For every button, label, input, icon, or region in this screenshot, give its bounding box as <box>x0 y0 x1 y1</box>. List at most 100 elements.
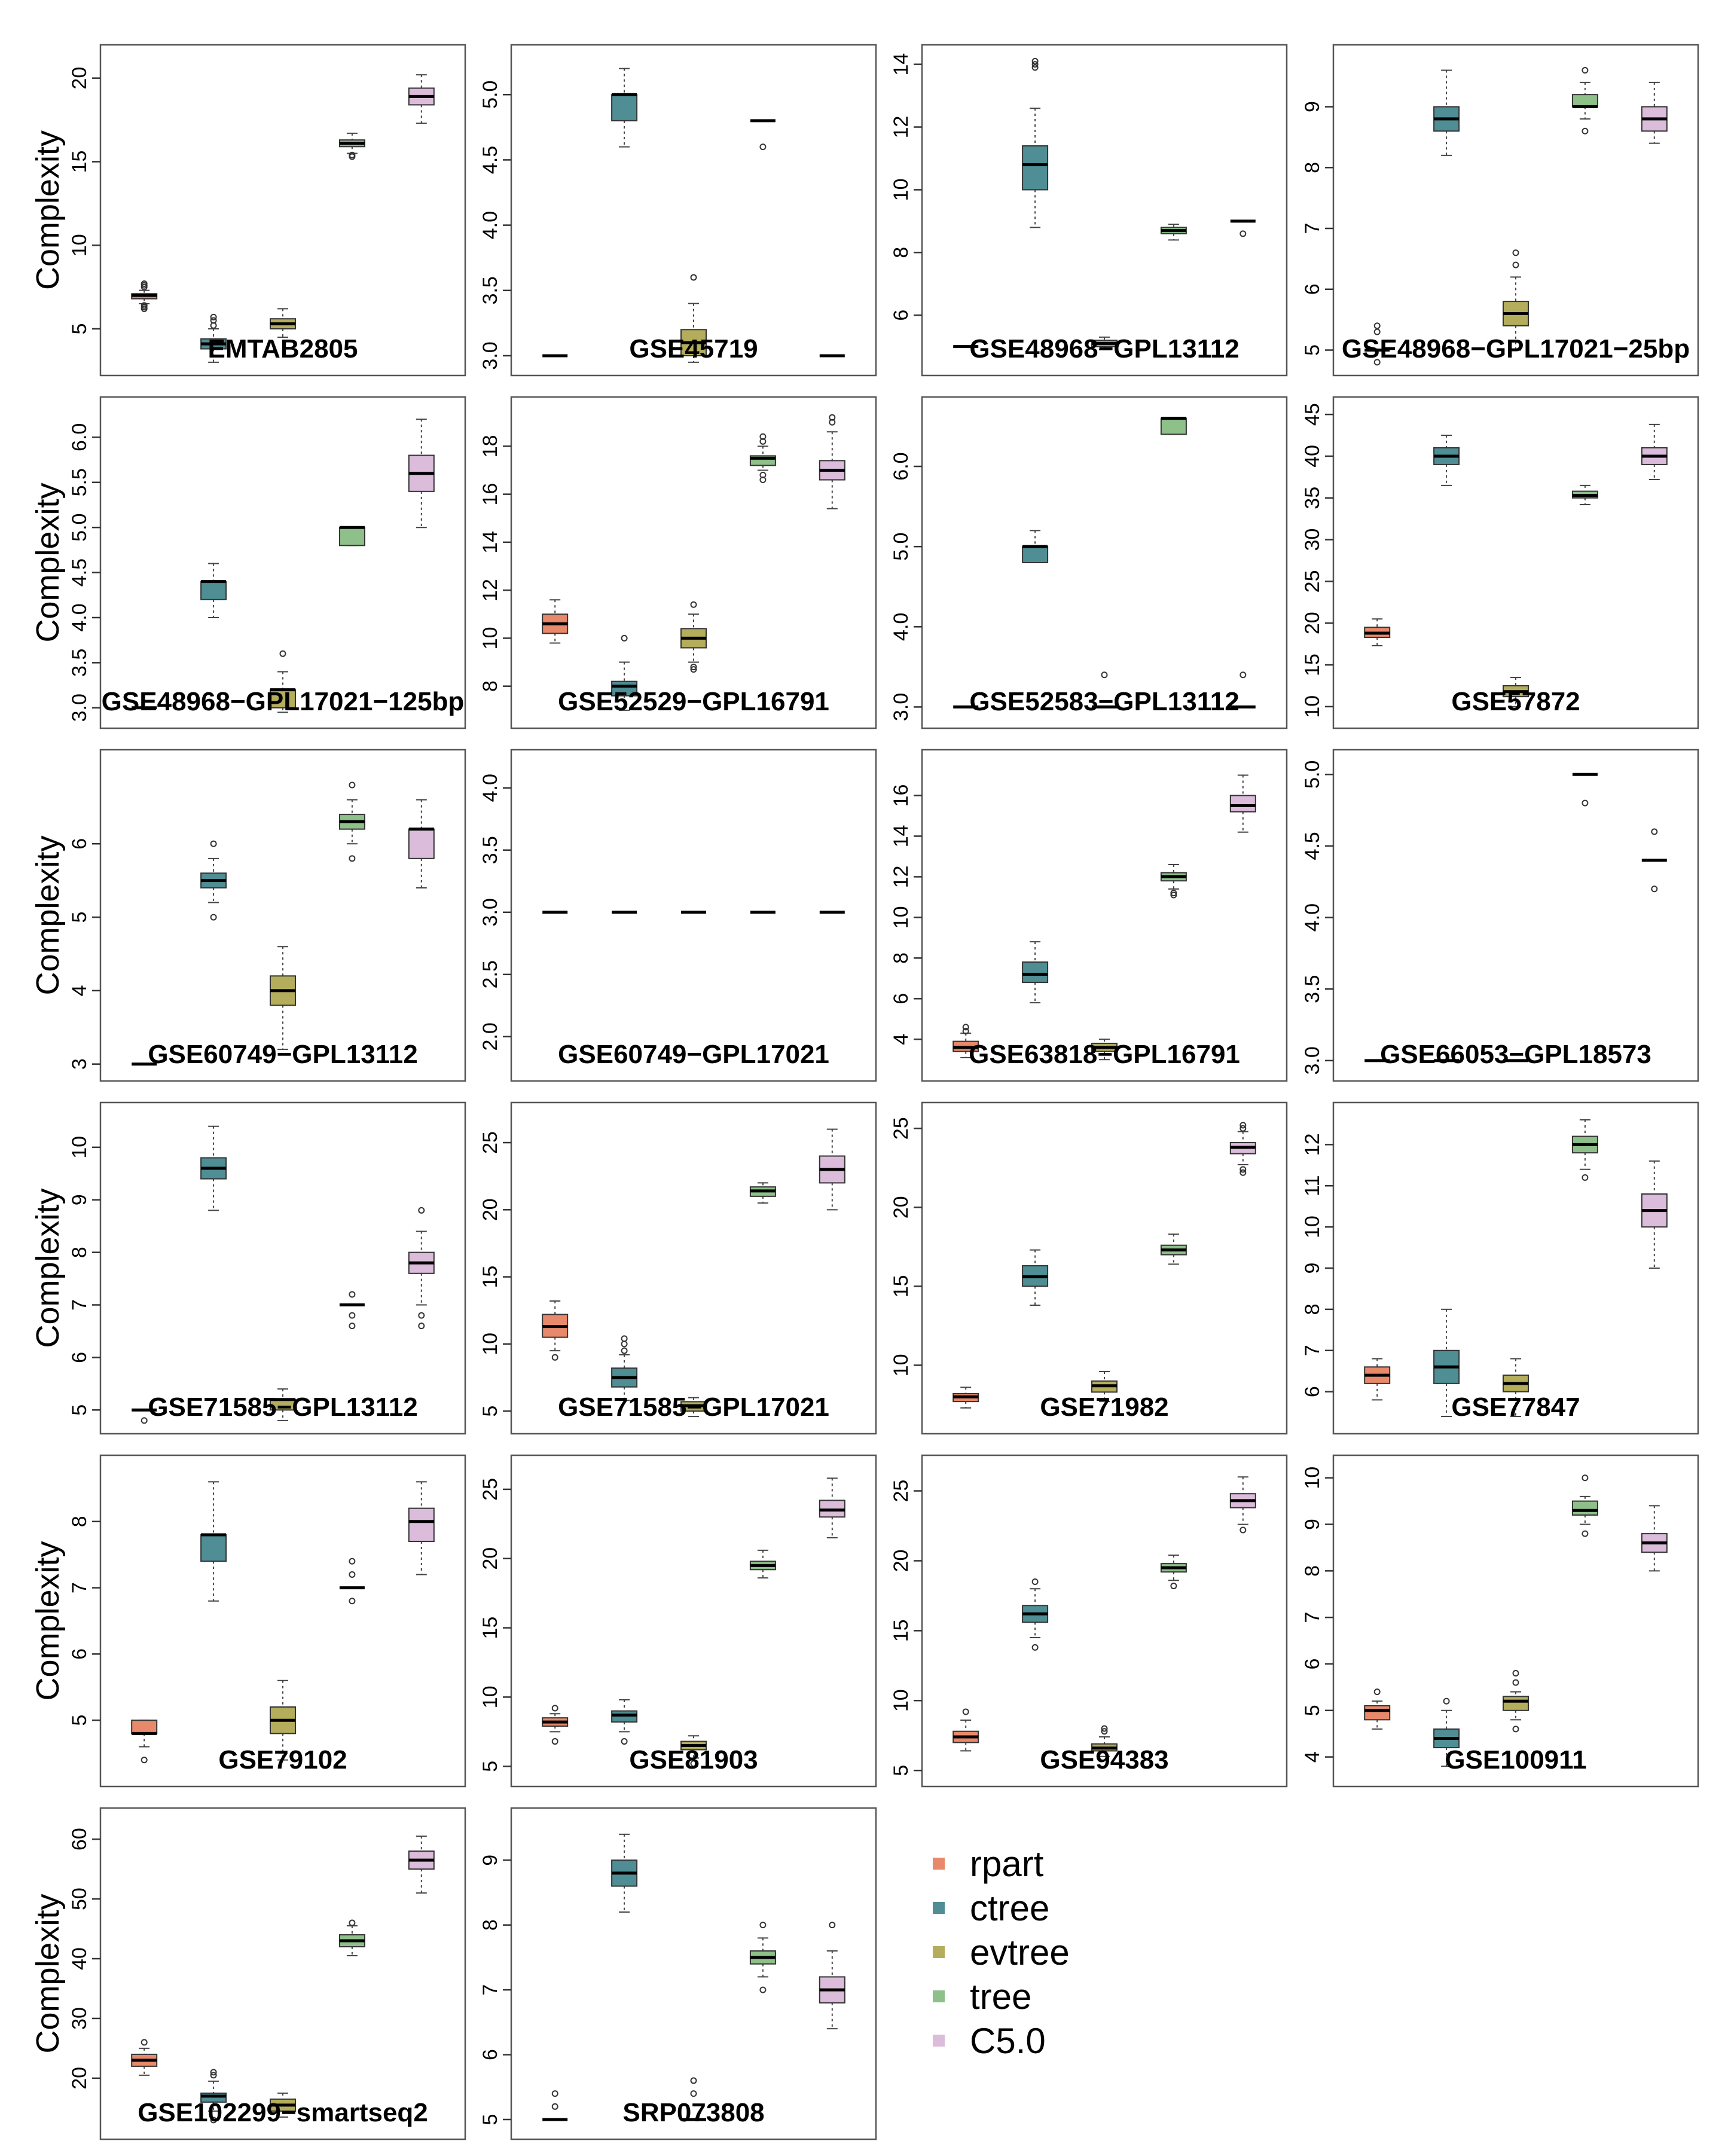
outlier-point <box>621 1347 628 1354</box>
box-rpart <box>1364 1688 1391 1730</box>
panel-frame <box>510 1454 877 1788</box>
box-ctree <box>611 634 638 711</box>
box-evtree <box>1091 1039 1118 1061</box>
panel-frame <box>99 1101 466 1435</box>
y-axis: 10 15 20 25 <box>890 1117 922 1376</box>
y-tick-label: 20 <box>479 1198 502 1221</box>
outlier-point <box>621 1340 628 1348</box>
y-tick-label: 6 <box>68 1352 91 1363</box>
panel-frame <box>1332 749 1699 1082</box>
y-tick-label: 8 <box>1301 162 1324 173</box>
y-axis: 5 6 7 8 <box>68 1516 100 1726</box>
y-tick-label: 20 <box>890 1550 912 1572</box>
y-tick-label: 9 <box>68 1194 91 1205</box>
outlier-point <box>1031 1578 1039 1586</box>
box-C5.0 <box>1641 1160 1668 1269</box>
box-tree <box>749 433 776 484</box>
y-tick-label: 8 <box>479 1919 502 1931</box>
outlier-point <box>141 302 148 309</box>
box-ctree <box>1433 435 1460 486</box>
legend-swatch <box>933 2035 945 2047</box>
box-tree <box>1160 224 1187 241</box>
outlier-point <box>349 1598 356 1605</box>
box-tree <box>750 119 776 151</box>
y-axis-title: Complexity <box>30 130 66 290</box>
panel-frame <box>510 44 877 377</box>
panel-12: 3.0 3.5 4.0 4.5 5.0 GSE66053−GPL18573 <box>1301 749 1699 1082</box>
box-ctree <box>1433 1308 1460 1417</box>
panel-title: GSE66053−GPL18573 <box>1380 1040 1651 1069</box>
box-evtree <box>1503 249 1529 351</box>
legend-swatch <box>933 1902 945 1914</box>
box-C5.0 <box>819 414 845 509</box>
outlier-point <box>349 1312 356 1319</box>
y-tick-label: 9 <box>479 1855 502 1866</box>
outlier-point <box>1031 1644 1039 1651</box>
box-ctree <box>611 1699 638 1745</box>
box-rpart <box>952 1387 979 1409</box>
y-axis: 5 6 7 8 9 10 <box>68 1136 100 1416</box>
panel-frame <box>99 44 466 377</box>
panel-frame <box>921 44 1288 377</box>
y-tick-label: 3.0 <box>479 341 502 369</box>
box-ctree <box>200 840 227 921</box>
outlier-point <box>141 1757 148 1764</box>
y-tick-label: 8 <box>1301 1565 1324 1577</box>
box-ctree <box>200 1481 227 1602</box>
y-tick-label: 4.0 <box>479 211 502 239</box>
box-C5.0 <box>1641 828 1667 893</box>
box-C5.0 <box>1641 423 1668 481</box>
panel-2: 3.0 3.5 4.0 4.5 5.0 GSE45719 <box>479 44 877 377</box>
outlier-point <box>551 1738 558 1745</box>
outlier-point <box>1170 890 1177 897</box>
y-tick-label: 5.0 <box>68 514 91 542</box>
outlier-point <box>210 840 217 847</box>
panel-title: GSE79102 <box>218 1745 347 1775</box>
y-tick-label: 40 <box>68 1947 91 1970</box>
outlier-point <box>1651 885 1658 893</box>
box-tree <box>1160 1233 1187 1265</box>
box-ctree <box>611 1335 638 1401</box>
outlier-point <box>1240 1526 1247 1534</box>
outlier-point <box>349 855 356 862</box>
box-C5.0 <box>1641 81 1668 144</box>
outlier-point <box>829 1922 836 1929</box>
y-tick-label: 10 <box>1301 695 1324 718</box>
panel-title: SRP073808 <box>622 2098 764 2127</box>
legend-swatch <box>933 1858 945 1870</box>
outlier-point <box>621 1738 628 1745</box>
outlier-point <box>1240 671 1247 679</box>
box-ctree <box>1433 1697 1460 1767</box>
y-tick-label: 9 <box>1301 1519 1324 1530</box>
panel-3: 6 8 10 12 14 GSE48968−GPL13112 <box>890 44 1288 377</box>
outlier-point <box>1582 799 1589 807</box>
box-body <box>200 581 227 600</box>
box-evtree <box>1091 1370 1118 1403</box>
y-tick-label: 35 <box>1301 487 1324 509</box>
panel-16: 6 7 8 9 10 11 12 GSE77847 <box>1301 1101 1699 1435</box>
outlier-point <box>1240 1169 1247 1176</box>
box-tree <box>1571 1119 1598 1181</box>
panel-frame <box>510 1101 877 1435</box>
box-C5.0 <box>819 1477 845 1538</box>
box-tree <box>1571 66 1598 135</box>
y-tick-label: 3.5 <box>68 649 91 677</box>
box-evtree <box>1091 336 1118 350</box>
panel-frame <box>510 1807 877 2140</box>
y-tick-label: 5 <box>68 1404 91 1416</box>
outlier-point <box>1582 66 1589 74</box>
box-C5.0 <box>1229 1476 1256 1534</box>
outlier-point <box>621 634 628 642</box>
box-evtree <box>1503 1358 1529 1417</box>
y-tick-label: 3.0 <box>1301 1046 1324 1074</box>
y-tick-label: 8 <box>68 1516 91 1527</box>
panel-1: 5 10 15 20 EMTAB2805 Complexity <box>30 44 466 377</box>
box-body <box>200 1534 227 1562</box>
y-tick-label: 5 <box>68 323 91 335</box>
panel-frame <box>921 396 1288 729</box>
y-axis: 6 7 8 9 10 11 12 <box>1301 1133 1333 1397</box>
panel-17: 5 6 7 8 GSE79102 Complexity <box>30 1454 466 1788</box>
panel-title: GSE57872 <box>1451 687 1580 716</box>
y-tick-label: 6 <box>1301 1659 1324 1670</box>
y-tick-label: 4 <box>1301 1751 1324 1763</box>
